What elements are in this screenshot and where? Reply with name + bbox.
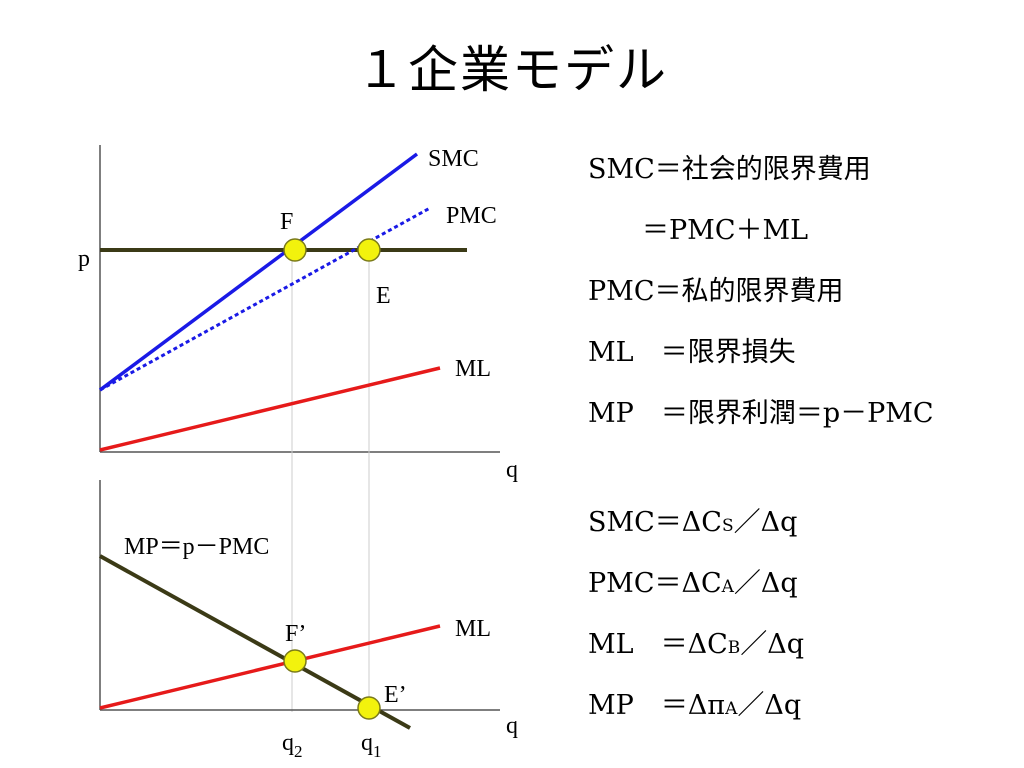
smc-label: SMC bbox=[428, 146, 479, 172]
formula-pmc: PMC＝ΔCA／Δq bbox=[588, 567, 798, 604]
top-q-label: q bbox=[506, 457, 518, 483]
point-f-label: F bbox=[280, 209, 293, 235]
mp-label: MP＝p－PMC bbox=[124, 534, 269, 560]
formula-smc: SMC＝ΔCS／Δq bbox=[588, 506, 797, 543]
point-e-prime bbox=[358, 697, 380, 719]
bottom-q-label: q bbox=[506, 713, 518, 739]
bottom-graph: MP＝p－PMC ML F’ E’ q q2 q1 bbox=[100, 480, 518, 761]
point-e-prime-label: E’ bbox=[384, 682, 407, 708]
point-f-prime bbox=[284, 650, 306, 672]
point-e-label: E bbox=[376, 283, 391, 309]
definition-ml: ML ＝限界損失 bbox=[588, 336, 796, 370]
definition-smc-sum: ＝PMC＋ML bbox=[588, 214, 808, 248]
formula-mp: MP ＝ΔπA／Δq bbox=[588, 689, 801, 726]
definition-smc: SMC＝社会的限界費用 bbox=[588, 153, 871, 187]
definition-pmc: PMC＝私的限界費用 bbox=[588, 275, 843, 309]
point-f-prime-label: F’ bbox=[285, 621, 306, 647]
point-f bbox=[284, 239, 306, 261]
ml-line bbox=[100, 368, 440, 450]
point-e bbox=[358, 239, 380, 261]
definition-mp: MP ＝限界利潤＝p－PMC bbox=[588, 397, 934, 431]
pmc-label: PMC bbox=[446, 203, 497, 229]
formula-ml: ML ＝ΔCB／Δq bbox=[588, 628, 804, 665]
q2-label: q2 bbox=[282, 730, 303, 761]
ml-label: ML bbox=[455, 356, 491, 382]
price-label: p bbox=[78, 246, 90, 272]
bottom-ml-label: ML bbox=[455, 616, 491, 642]
q1-label: q1 bbox=[361, 730, 382, 761]
